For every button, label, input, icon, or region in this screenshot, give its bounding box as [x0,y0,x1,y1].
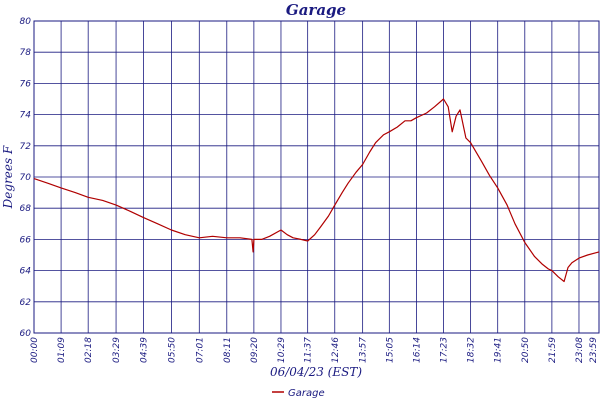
x-tick-label: 04:39 [140,337,150,363]
x-tick-label: 08:11 [223,337,233,363]
y-tick-label: 76 [20,79,32,89]
x-tick-label: 19:41 [494,337,504,363]
y-tick-label: 72 [20,142,32,152]
y-tick-labels: 60 62 64 66 68 70 72 74 76 78 80 [20,17,32,339]
x-axis-label: 06/04/23 (EST) [270,365,362,379]
x-tick-label: 23:08 [575,337,585,363]
y-tick-label: 68 [20,204,32,214]
y-tick-label: 70 [20,173,32,183]
series-line-garage [33,98,600,283]
x-tick-label: 13:57 [359,337,369,363]
y-tick-label: 66 [20,235,32,245]
plot-area-border [33,20,600,334]
x-tick-label: 18:32 [467,337,477,363]
x-tick-label: 02:18 [84,337,94,363]
x-tick-label: 16:14 [412,337,422,363]
x-tick-label: 05:50 [167,337,177,363]
x-tick-label: 07:01 [195,337,205,363]
y-tick-label: 64 [20,267,32,277]
x-tick-label: 15:05 [385,337,395,363]
x-tick-label: 17:23 [440,337,450,363]
x-tick-label: 03:29 [112,337,122,363]
chart-title: Garage [286,1,346,19]
y-tick-label: 60 [20,329,32,339]
y-axis-label: Degrees F [1,145,15,209]
y-tick-label: 74 [20,111,32,121]
legend-label: Garage [288,388,325,399]
x-tick-label: 00:00 [30,337,40,363]
x-tick-labels: 00:00 01:09 02:18 03:29 04:39 05:50 07:01 08:11… [30,337,599,363]
x-tick-label: 01:09 [57,337,67,363]
grid-lines [33,20,600,334]
y-tick-label: 62 [20,298,32,308]
x-tick-label: 09:20 [250,337,260,363]
x-tick-label: 11:37 [304,337,314,363]
x-tick-label: 12:46 [331,337,341,363]
legend: Garage [272,388,325,399]
x-tick-label: 21:59 [548,337,558,363]
y-tick-label: 80 [20,17,32,27]
x-tick-label: 20:50 [521,337,531,363]
y-tick-label: 78 [20,48,32,58]
x-tick-label: 10:29 [277,337,287,363]
x-tick-label: 23:59 [589,337,599,363]
